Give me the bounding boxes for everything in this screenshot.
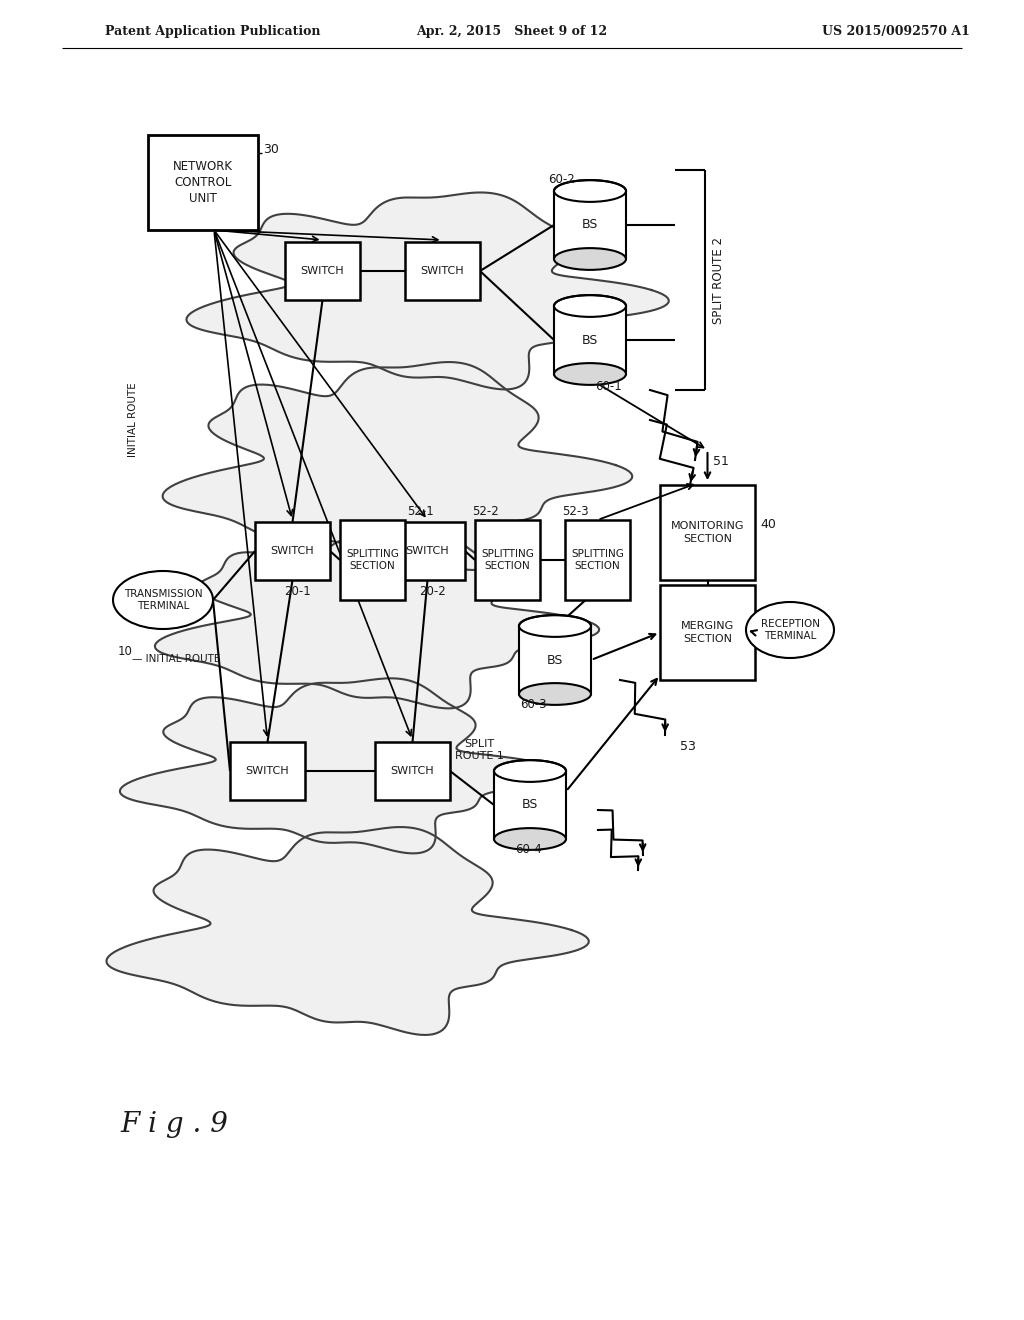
Ellipse shape <box>519 615 591 636</box>
Polygon shape <box>120 678 564 854</box>
Text: SPLIT ROUTE 2: SPLIT ROUTE 2 <box>713 236 725 323</box>
FancyBboxPatch shape <box>660 484 755 579</box>
Text: 30: 30 <box>263 143 279 156</box>
Text: TRANSMISSION
TERMINAL: TRANSMISSION TERMINAL <box>124 589 203 611</box>
FancyBboxPatch shape <box>660 585 755 680</box>
Text: Patent Application Publication: Patent Application Publication <box>105 25 321 38</box>
FancyBboxPatch shape <box>340 520 406 601</box>
Text: SPLIT
ROUTE 1: SPLIT ROUTE 1 <box>455 739 504 762</box>
Text: SWITCH: SWITCH <box>406 546 450 556</box>
Text: 60-1: 60-1 <box>595 380 622 393</box>
Text: SWITCH: SWITCH <box>246 766 290 776</box>
FancyBboxPatch shape <box>148 135 258 230</box>
Ellipse shape <box>554 363 626 385</box>
FancyBboxPatch shape <box>494 771 566 840</box>
Text: MERGING
SECTION: MERGING SECTION <box>681 622 734 644</box>
Text: BS: BS <box>582 334 598 346</box>
Text: MONITORING
SECTION: MONITORING SECTION <box>671 521 744 544</box>
Text: BS: BS <box>547 653 563 667</box>
FancyBboxPatch shape <box>554 306 626 374</box>
FancyBboxPatch shape <box>406 242 480 300</box>
Text: F i g . 9: F i g . 9 <box>120 1111 228 1138</box>
Text: 20-1: 20-1 <box>285 585 311 598</box>
Ellipse shape <box>554 296 626 317</box>
Ellipse shape <box>554 248 626 269</box>
Text: SWITCH: SWITCH <box>391 766 434 776</box>
Text: SPLITTING
SECTION: SPLITTING SECTION <box>481 549 534 572</box>
Text: SPLITTING
SECTION: SPLITTING SECTION <box>571 549 624 572</box>
Polygon shape <box>106 828 589 1035</box>
Text: SWITCH: SWITCH <box>270 546 314 556</box>
Text: RECEPTION
TERMINAL: RECEPTION TERMINAL <box>761 619 819 642</box>
FancyBboxPatch shape <box>554 191 626 259</box>
Text: SWITCH: SWITCH <box>301 267 344 276</box>
Text: 51: 51 <box>713 455 728 469</box>
Text: SPLITTING
SECTION: SPLITTING SECTION <box>346 549 399 572</box>
Ellipse shape <box>519 684 591 705</box>
Polygon shape <box>155 533 599 709</box>
Text: 20-2: 20-2 <box>420 585 446 598</box>
Text: 60-4: 60-4 <box>515 843 542 855</box>
Text: NETWORK
CONTROL
UNIT: NETWORK CONTROL UNIT <box>173 160 233 205</box>
Ellipse shape <box>113 572 213 630</box>
Text: — INITIAL ROUTE: — INITIAL ROUTE <box>132 653 220 664</box>
Text: BS: BS <box>582 219 598 231</box>
Text: 60-2: 60-2 <box>548 173 574 186</box>
FancyBboxPatch shape <box>390 521 465 579</box>
Ellipse shape <box>554 180 626 202</box>
Text: 52-1: 52-1 <box>407 506 434 517</box>
Ellipse shape <box>746 602 834 657</box>
Polygon shape <box>186 193 669 389</box>
Text: 52-3: 52-3 <box>562 506 589 517</box>
FancyBboxPatch shape <box>519 626 591 694</box>
FancyBboxPatch shape <box>285 242 360 300</box>
Text: Apr. 2, 2015   Sheet 9 of 12: Apr. 2, 2015 Sheet 9 of 12 <box>417 25 607 38</box>
Text: 52-2: 52-2 <box>472 506 499 517</box>
Polygon shape <box>163 362 632 570</box>
Ellipse shape <box>494 828 566 850</box>
Text: 53: 53 <box>680 741 696 752</box>
Text: INITIAL ROUTE: INITIAL ROUTE <box>128 383 138 457</box>
FancyBboxPatch shape <box>375 742 450 800</box>
Text: 60-3: 60-3 <box>520 698 547 711</box>
Text: 10: 10 <box>118 645 133 657</box>
FancyBboxPatch shape <box>475 520 540 601</box>
Ellipse shape <box>494 760 566 781</box>
Text: US 2015/0092570 A1: US 2015/0092570 A1 <box>822 25 970 38</box>
Text: SWITCH: SWITCH <box>421 267 464 276</box>
Text: 40: 40 <box>760 517 776 531</box>
FancyBboxPatch shape <box>230 742 305 800</box>
Text: BS: BS <box>522 799 539 812</box>
FancyBboxPatch shape <box>565 520 630 601</box>
FancyBboxPatch shape <box>255 521 330 579</box>
